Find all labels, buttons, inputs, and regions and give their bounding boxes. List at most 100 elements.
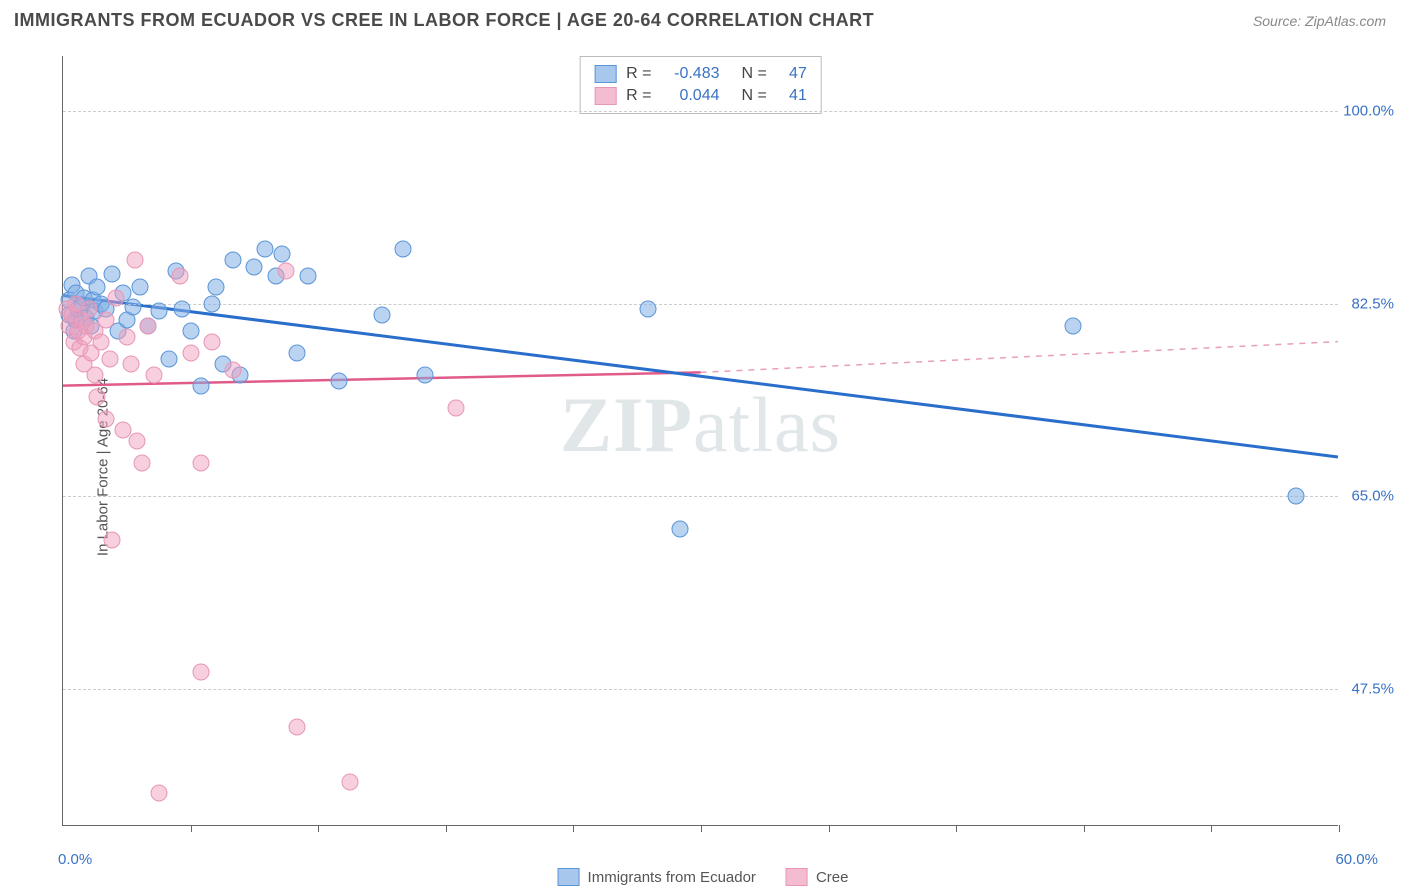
- data-point: [225, 361, 242, 378]
- data-point: [671, 521, 688, 538]
- data-point: [342, 774, 359, 791]
- data-point: [288, 345, 305, 362]
- data-point: [127, 251, 144, 268]
- chart-title: IMMIGRANTS FROM ECUADOR VS CREE IN LABOR…: [14, 10, 874, 31]
- chart-container: In Labor Force | Age 20-64 ZIPatlas R =-…: [14, 42, 1392, 892]
- data-point: [103, 532, 120, 549]
- data-point: [125, 298, 142, 315]
- data-point: [118, 328, 135, 345]
- data-point: [1065, 317, 1082, 334]
- data-point: [416, 367, 433, 384]
- legend-label: Cree: [816, 869, 849, 886]
- x-min-label: 0.0%: [58, 851, 92, 868]
- legend-swatch: [786, 868, 808, 886]
- data-point: [89, 279, 106, 296]
- x-tick: [446, 825, 447, 832]
- source-label: Source: ZipAtlas.com: [1253, 13, 1386, 29]
- data-point: [1288, 488, 1305, 505]
- data-point: [274, 246, 291, 263]
- data-point: [182, 345, 199, 362]
- stats-n-label: N =: [742, 87, 767, 105]
- data-point: [97, 411, 114, 428]
- data-point: [108, 290, 125, 307]
- legend-swatch: [558, 868, 580, 886]
- gridline: [63, 304, 1338, 305]
- data-point: [89, 389, 106, 406]
- gridline: [63, 496, 1338, 497]
- y-tick-label: 82.5%: [1351, 295, 1394, 312]
- data-point: [395, 240, 412, 257]
- x-tick: [956, 825, 957, 832]
- data-point: [182, 323, 199, 340]
- y-tick-label: 65.0%: [1351, 488, 1394, 505]
- data-point: [123, 356, 140, 373]
- data-point: [288, 719, 305, 736]
- watermark-light: atlas: [693, 381, 841, 468]
- stats-box: R = -0.483 N = 47 R = 0.044 N = 41: [579, 56, 822, 114]
- data-point: [140, 317, 157, 334]
- data-point: [150, 785, 167, 802]
- x-tick: [1211, 825, 1212, 832]
- stats-r-label: R =: [626, 87, 651, 105]
- gridline: [63, 689, 1338, 690]
- stats-swatch: [594, 65, 616, 83]
- data-point: [331, 372, 348, 389]
- data-point: [174, 301, 191, 318]
- stats-r-value: 0.044: [662, 87, 720, 105]
- plot-area: ZIPatlas R =-0.483N =47R =0.044N =41 47.…: [62, 56, 1338, 826]
- stats-n-value: 41: [777, 87, 807, 105]
- x-tick: [318, 825, 319, 832]
- legend: Immigrants from Ecuador Cree: [558, 868, 849, 886]
- data-point: [103, 265, 120, 282]
- data-point: [193, 664, 210, 681]
- data-point: [97, 312, 114, 329]
- data-point: [448, 400, 465, 417]
- data-point: [171, 268, 188, 285]
- x-tick: [573, 825, 574, 832]
- data-point: [193, 455, 210, 472]
- stats-swatch: [594, 87, 616, 105]
- data-point: [193, 378, 210, 395]
- x-tick: [1339, 825, 1340, 832]
- data-point: [150, 303, 167, 320]
- watermark-bold: ZIP: [560, 381, 693, 468]
- data-point: [86, 367, 103, 384]
- watermark: ZIPatlas: [560, 380, 841, 470]
- legend-label: Immigrants from Ecuador: [588, 869, 756, 886]
- data-point: [133, 455, 150, 472]
- legend-item: Immigrants from Ecuador: [558, 868, 756, 886]
- data-point: [225, 251, 242, 268]
- trend-lines: [63, 56, 1338, 825]
- stats-n-value: 47: [777, 65, 807, 83]
- data-point: [203, 334, 220, 351]
- stats-row: R = -0.483 N = 47: [594, 63, 807, 85]
- data-point: [93, 334, 110, 351]
- data-point: [639, 301, 656, 318]
- x-tick: [191, 825, 192, 832]
- x-max-label: 60.0%: [1335, 851, 1378, 868]
- data-point: [80, 301, 97, 318]
- stats-r-value: -0.483: [662, 65, 720, 83]
- y-tick-label: 47.5%: [1351, 680, 1394, 697]
- data-point: [299, 268, 316, 285]
- data-point: [278, 262, 295, 279]
- data-point: [374, 306, 391, 323]
- data-point: [131, 279, 148, 296]
- data-point: [208, 279, 225, 296]
- y-tick-label: 100.0%: [1343, 103, 1394, 120]
- stats-r-label: R =: [626, 65, 651, 83]
- x-tick: [701, 825, 702, 832]
- data-point: [114, 422, 131, 439]
- data-point: [129, 433, 146, 450]
- x-tick: [1084, 825, 1085, 832]
- legend-item: Cree: [786, 868, 849, 886]
- data-point: [101, 350, 118, 367]
- data-point: [203, 295, 220, 312]
- data-point: [246, 259, 263, 276]
- data-point: [257, 240, 274, 257]
- stats-n-label: N =: [742, 65, 767, 83]
- data-point: [161, 350, 178, 367]
- stats-row: R = 0.044 N = 41: [594, 85, 807, 107]
- data-point: [146, 367, 163, 384]
- x-tick: [829, 825, 830, 832]
